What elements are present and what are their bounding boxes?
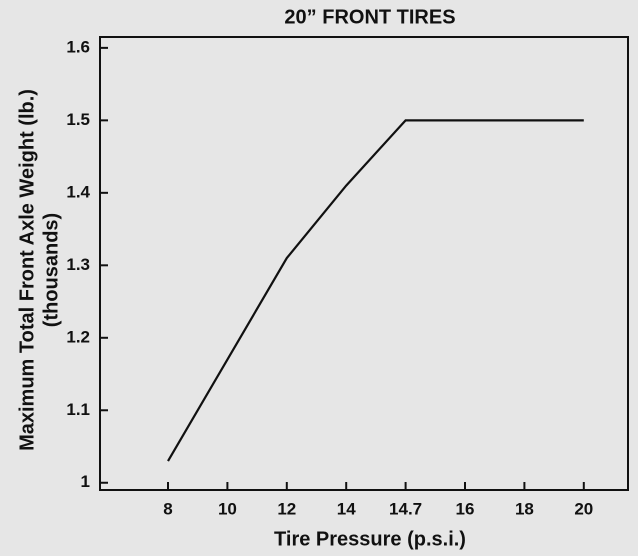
plot-frame bbox=[99, 36, 629, 491]
x-axis-label: Tire Pressure (p.s.i.) bbox=[274, 528, 466, 550]
y-tick-label: 1.4 bbox=[66, 182, 90, 201]
y-tick-label: 1.3 bbox=[66, 255, 90, 274]
x-tick-label: 14.7 bbox=[389, 499, 422, 518]
x-tick-label: 18 bbox=[515, 499, 534, 518]
x-tick-label: 12 bbox=[277, 499, 296, 518]
data-line bbox=[167, 119, 584, 462]
y-tick-label: 1.1 bbox=[66, 400, 90, 419]
y-tick-label: 1.2 bbox=[66, 327, 90, 346]
x-tick-label: 16 bbox=[456, 499, 475, 518]
y-tick-label: 1.5 bbox=[66, 110, 90, 129]
chart-title: 20” FRONT TIRES bbox=[284, 6, 455, 28]
x-tick-label: 10 bbox=[218, 499, 237, 518]
x-tick-label: 14 bbox=[337, 499, 356, 518]
y-tick-label: 1 bbox=[81, 472, 90, 491]
y-axis-label: Maximum Total Front Axle Weight (lb.) bbox=[16, 89, 38, 451]
x-tick-label: 20 bbox=[574, 499, 593, 518]
y-axis-sublabel: (thousands) bbox=[40, 213, 62, 327]
y-tick-label: 1.6 bbox=[66, 37, 90, 56]
x-tick-label: 8 bbox=[163, 499, 172, 518]
